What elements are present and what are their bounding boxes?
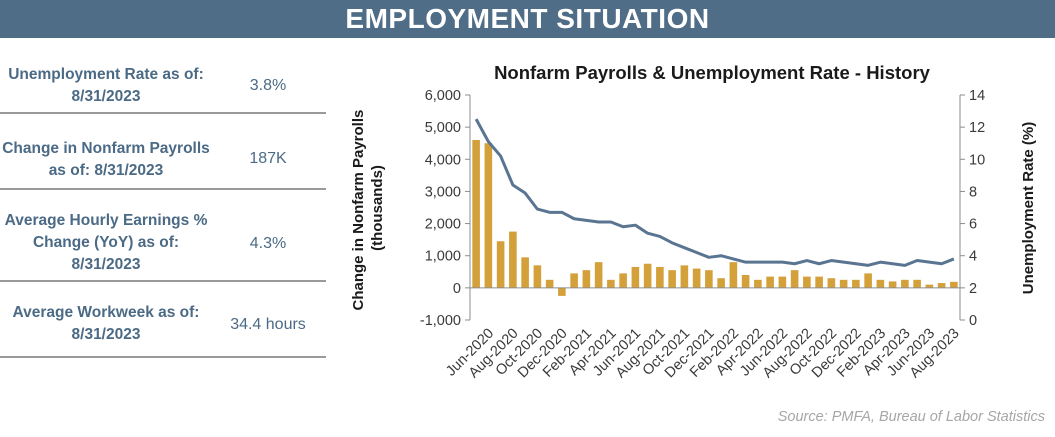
y-left-tick-label: 2,000: [425, 217, 461, 233]
payrolls-bar: [692, 268, 701, 288]
payrolls-bar: [803, 276, 811, 288]
y-left-tick-label: 4,000: [425, 152, 461, 168]
payrolls-bar: [815, 276, 823, 288]
payrolls-bar: [607, 279, 615, 288]
payrolls-bar: [729, 262, 738, 288]
y-left-tick-label: -1,000: [420, 313, 461, 329]
stat-hourly-earnings: Average Hourly Earnings % Change (YoY) a…: [0, 190, 326, 282]
payrolls-unemployment-chart: Nonfarm Payrolls & Unemployment Rate - H…: [350, 62, 1037, 381]
payrolls-bar: [741, 275, 750, 288]
stat-value: 4.3%: [249, 235, 287, 252]
unemployment-rate-line: [474, 118, 955, 267]
payrolls-bar: [876, 279, 885, 288]
payrolls-bar: [901, 279, 909, 288]
payrolls-bar: [839, 279, 848, 288]
y-right-tick-label: 10: [969, 152, 985, 168]
stat-nonfarm-payrolls: Change in Nonfarm Payrolls as of: 8/31/2…: [0, 114, 326, 190]
payrolls-bar: [594, 262, 603, 288]
payrolls-bar: [668, 270, 676, 288]
y-axis-right-label: Unemployment Rate (%): [1020, 122, 1037, 295]
payrolls-bar: [888, 281, 897, 288]
y-left-tick-label: 1,000: [425, 249, 461, 265]
source-note: Source: PMFA, Bureau of Labor Statistics: [777, 409, 1045, 425]
payrolls-bar: [852, 279, 860, 288]
payrolls-bar: [937, 283, 946, 288]
payrolls-bar: [472, 140, 480, 288]
payrolls-bar: [864, 273, 872, 288]
payrolls-bar: [570, 273, 578, 288]
payrolls-bar: [656, 266, 664, 288]
payrolls-bar: [509, 231, 517, 288]
payrolls-bar: [754, 279, 762, 288]
y-axis-left-label: Change in Nonfarm Payrolls (thousands): [350, 105, 386, 310]
stat-value: 187K: [249, 150, 287, 167]
stat-label: Average Workweek as of: 8/31/2023: [12, 304, 200, 343]
payrolls-bar: [496, 241, 505, 288]
page-title: EMPLOYMENT SITUATION: [0, 0, 1055, 38]
y-left-tick-label: 3,000: [425, 184, 461, 200]
payrolls-bar: [827, 278, 836, 288]
payrolls-bar: [680, 265, 689, 288]
y-left-tick-label: 0: [453, 281, 461, 297]
stat-value: 3.8%: [249, 77, 287, 94]
y-left-tick-label: 6,000: [425, 88, 461, 104]
stat-label: Average Hourly Earnings % Change (YoY) a…: [4, 212, 208, 273]
payrolls-bar: [582, 270, 591, 288]
payrolls-bar: [521, 257, 529, 288]
y-right-tick-label: 2: [969, 281, 977, 297]
payrolls-bar: [619, 273, 627, 288]
chart-title: Nonfarm Payrolls & Unemployment Rate - H…: [494, 62, 931, 83]
payrolls-bar: [766, 276, 774, 288]
stat-label: Change in Nonfarm Payrolls as of: 8/31/2…: [2, 140, 210, 179]
stat-value: 34.4 hours: [230, 316, 306, 333]
y-right-tick-label: 8: [969, 184, 977, 200]
payrolls-bar: [717, 278, 725, 288]
payrolls-bar: [913, 279, 921, 288]
payrolls-bar: [705, 270, 713, 288]
y-right-tick-label: 14: [969, 88, 985, 104]
stat-average-workweek: Average Workweek as of: 8/31/2023 34.4 h…: [0, 282, 326, 358]
y-left-tick-label: 5,000: [425, 120, 461, 136]
payrolls-bar: [484, 143, 493, 288]
stat-label: Unemployment Rate as of: 8/31/2023: [8, 66, 204, 105]
payrolls-bar: [533, 265, 542, 288]
payrolls-bar: [558, 287, 566, 296]
payrolls-bar: [631, 266, 640, 288]
payrolls-bar: [950, 281, 958, 288]
stat-unemployment-rate: Unemployment Rate as of: 8/31/2023 3.8%: [0, 38, 326, 114]
y-right-tick-label: 12: [969, 120, 985, 136]
payrolls-bar: [643, 263, 652, 288]
y-right-tick-label: 0: [969, 313, 977, 329]
payrolls-bar: [545, 279, 554, 288]
payrolls-bar: [778, 276, 787, 288]
y-right-tick-label: 6: [969, 217, 977, 233]
payrolls-bar: [790, 270, 799, 288]
payrolls-bar: [925, 284, 934, 288]
y-right-tick-label: 4: [969, 249, 977, 265]
